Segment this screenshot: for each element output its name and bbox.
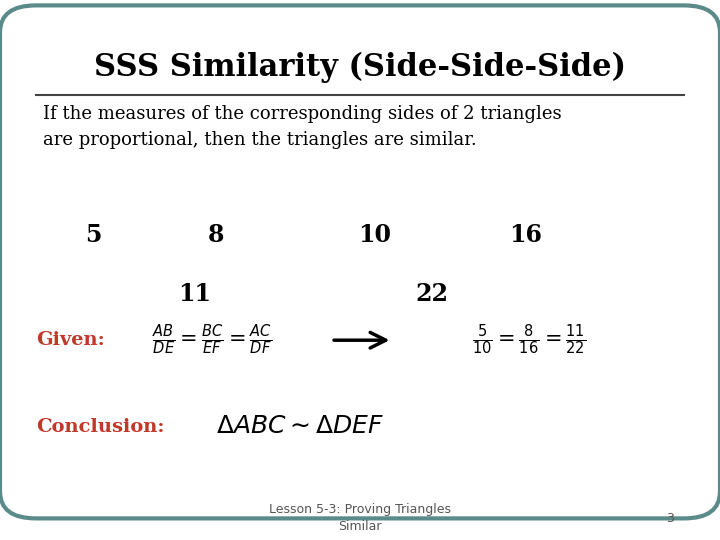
- Text: 3: 3: [666, 512, 673, 525]
- Text: Conclusion:: Conclusion:: [36, 417, 164, 436]
- Text: 5: 5: [86, 223, 102, 247]
- Text: Lesson 5-3: Proving Triangles
Similar: Lesson 5-3: Proving Triangles Similar: [269, 503, 451, 534]
- Text: 11: 11: [178, 282, 211, 306]
- FancyBboxPatch shape: [0, 5, 720, 518]
- Text: $\Delta ABC \sim \Delta DEF$: $\Delta ABC \sim \Delta DEF$: [216, 415, 384, 438]
- Text: $\frac{AB}{DE} = \frac{BC}{EF} = \frac{AC}{DF}$: $\frac{AB}{DE} = \frac{BC}{EF} = \frac{A…: [153, 323, 272, 357]
- Text: If the measures of the corresponding sides of 2 triangles
are proportional, then: If the measures of the corresponding sid…: [43, 105, 562, 149]
- Text: $\frac{5}{10} = \frac{8}{16} = \frac{11}{22}$: $\frac{5}{10} = \frac{8}{16} = \frac{11}…: [472, 323, 586, 357]
- Text: 8: 8: [208, 223, 224, 247]
- Text: Given:: Given:: [36, 331, 104, 349]
- Text: SSS Similarity (Side-Side-Side): SSS Similarity (Side-Side-Side): [94, 52, 626, 83]
- Text: 10: 10: [358, 223, 391, 247]
- Text: 22: 22: [415, 282, 449, 306]
- Text: 16: 16: [509, 223, 542, 247]
